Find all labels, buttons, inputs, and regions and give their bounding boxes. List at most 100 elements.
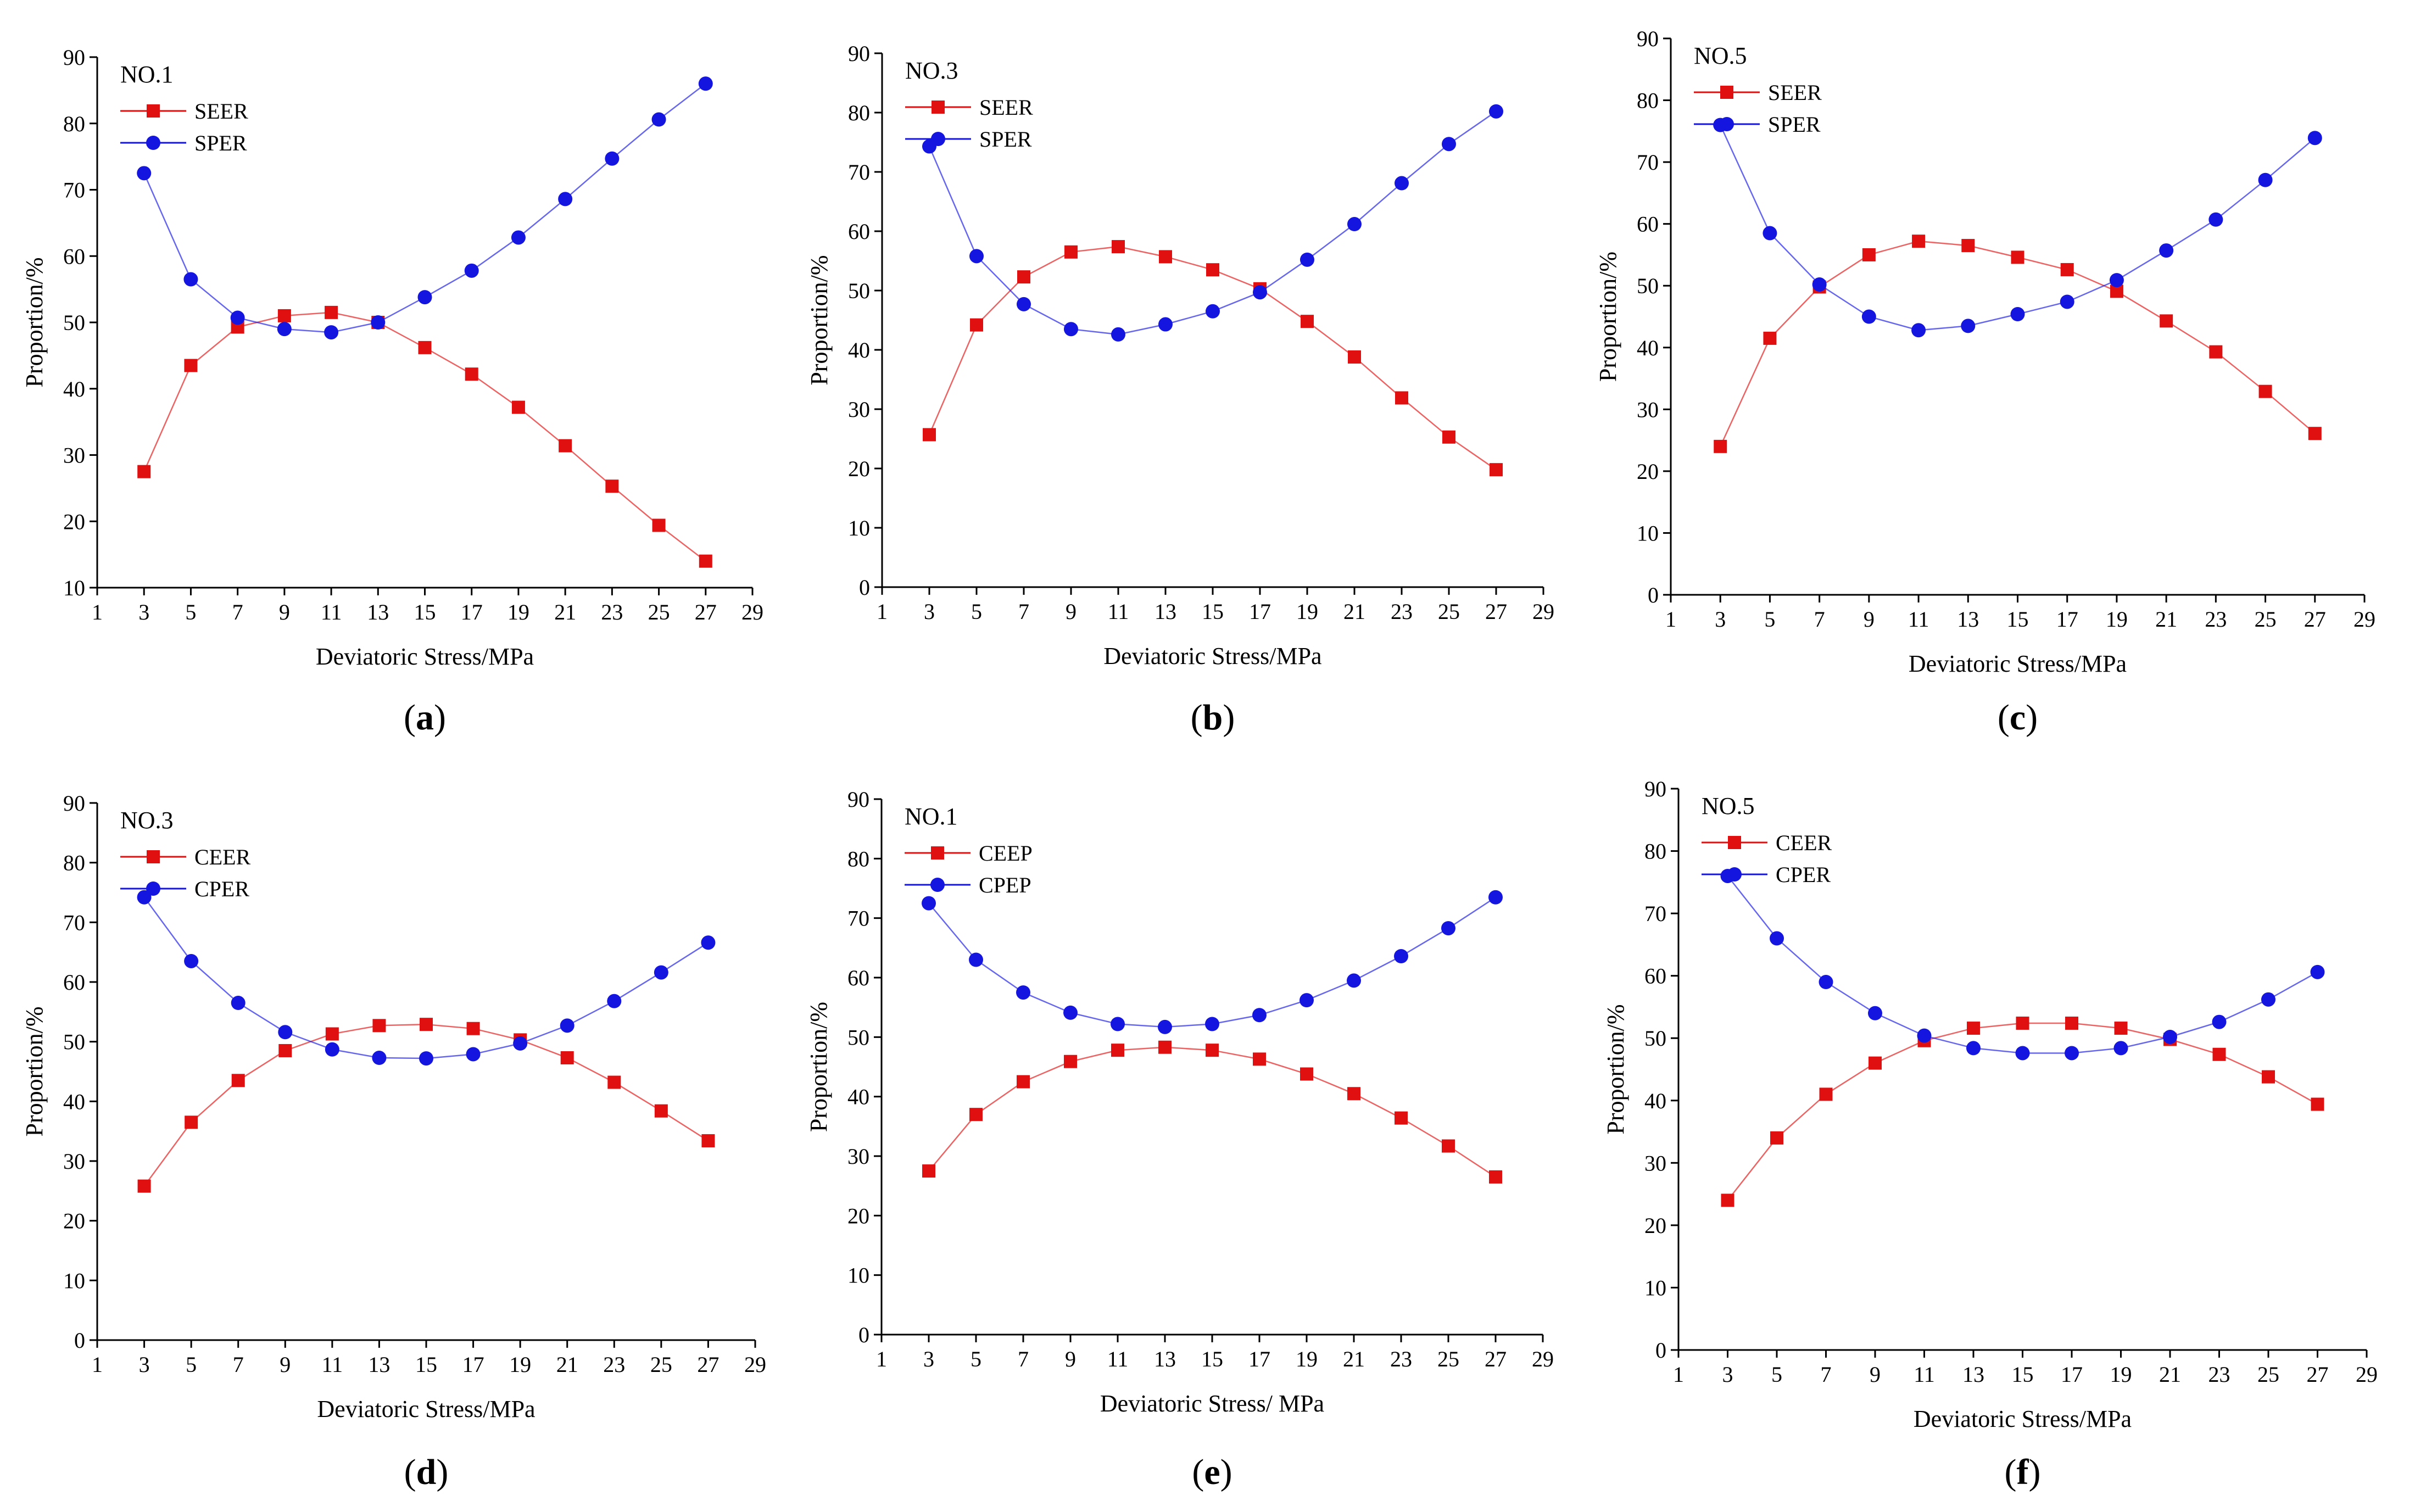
x-tick-label: 19 [2110,1362,2132,1387]
data-point-cper [2163,1029,2177,1044]
data-point-ceer [1721,1193,1734,1207]
data-point-cper [325,1042,339,1057]
x-tick-label: 15 [2012,1362,2034,1387]
x-tick-label: 1 [1665,607,1676,632]
data-point-seer [1714,439,1727,453]
x-tick-label: 3 [1722,1362,1733,1387]
x-tick-label: 19 [507,600,529,624]
data-point-sper [1111,327,1125,342]
panel-caption-letter: d [416,1452,437,1492]
x-tick-label: 17 [2061,1362,2083,1387]
x-tick-label: 5 [186,1352,197,1377]
data-point-cper [2015,1046,2030,1061]
data-point-cper [1868,1006,1882,1020]
data-point-sper [183,272,198,287]
data-point-cpep [1252,1008,1267,1023]
data-point-seer [1301,315,1314,328]
data-point-ceep [1158,1040,1172,1054]
data-point-ceep [1347,1087,1360,1101]
data-point-ceep [1064,1055,1077,1068]
y-tick-label: 80 [1637,88,1659,113]
y-tick-label: 30 [847,1144,869,1169]
panel-identifier: NO.5 [1702,793,1755,819]
x-tick-label: 7 [233,1352,244,1377]
x-tick-label: 25 [650,1352,672,1377]
panel-identifier: NO.3 [905,57,958,84]
data-point-seer [1017,270,1030,284]
x-axis-title: Deviatoric Stress/MPa [316,643,534,670]
data-point-cpep [1205,1017,1219,1031]
data-point-cpep [1299,993,1314,1008]
data-point-ceer [654,1104,668,1118]
data-point-ceer [2065,1016,2078,1030]
data-point-cper [466,1047,481,1062]
data-point-ceep [1206,1044,1219,1057]
y-tick-label: 40 [63,377,85,401]
x-tick-label: 23 [2208,1362,2230,1387]
y-tick-label: 0 [1648,583,1659,607]
data-point-cper [654,965,668,980]
data-point-ceer [701,1134,715,1148]
data-point-seer [2258,384,2272,398]
x-tick-label: 7 [1821,1362,1832,1387]
data-point-sper [1489,104,1503,119]
data-point-cper [1917,1028,1932,1043]
data-point-cpep [1347,973,1361,988]
data-point-sper [2060,294,2074,309]
panel-identifier: NO.1 [905,803,958,830]
x-tick-label: 29 [2353,607,2375,632]
x-axis-title: Deviatoric Stress/MPa [1103,643,1321,669]
data-point-cpep [1016,985,1030,1000]
x-tick-label: 7 [232,600,243,624]
data-point-ceer [1967,1022,1980,1035]
y-tick-label: 20 [1644,1213,1666,1238]
x-tick-label: 5 [1771,1362,1782,1387]
x-tick-label: 9 [1065,1347,1076,1371]
data-point-sper [558,192,573,207]
legend-label-seer: SEER [1768,80,1822,105]
data-point-sper [969,249,984,264]
x-tick-label: 29 [1532,599,1554,624]
data-point-sper [417,290,432,305]
y-tick-label: 20 [847,1203,869,1228]
y-axis-title: Proportion/% [1594,252,1621,382]
x-tick-label: 23 [1391,599,1413,624]
series-line-ceer [143,1023,709,1187]
x-tick-label: 17 [461,600,483,624]
data-point-cper [231,996,246,1011]
x-tick-label: 23 [2205,607,2227,632]
y-tick-label: 10 [1637,521,1659,545]
panel-caption-letter: c [2010,698,2026,738]
y-tick-label: 40 [1637,336,1659,360]
x-axis-title: Deviatoric Stress/ MPa [1100,1390,1324,1417]
data-point-ceep [1300,1067,1313,1081]
x-tick-label: 3 [1715,607,1726,632]
legend-marker-sper [146,136,160,150]
y-tick-label: 30 [63,1149,85,1174]
panel-caption-letter: b [1203,698,1223,738]
panel-identifier: NO.1 [120,61,174,88]
data-point-ceer [607,1075,621,1089]
x-tick-label: 9 [1864,607,1875,632]
legend-marker-seer [932,101,945,114]
legend-label-cper: CPER [1776,862,1831,887]
data-point-cper [1819,975,1833,990]
x-tick-label: 25 [1438,599,1460,624]
y-tick-label: 0 [858,1323,869,1347]
x-tick-label: 19 [1296,1347,1318,1371]
series-line-cper [143,896,709,1059]
data-point-seer [1763,331,1777,345]
panel-caption: (c) [1998,698,2038,738]
x-tick-label: 27 [1485,1347,1507,1371]
panel-caption: (f) [2005,1452,2041,1492]
data-point-ceep [1395,1111,1408,1125]
data-point-sper [277,322,292,337]
panel-caption: (b) [1191,698,1235,738]
x-tick-label: 13 [1962,1362,1984,1387]
y-tick-label: 80 [63,111,85,136]
data-point-seer [1206,263,1219,277]
data-point-ceer [185,1115,198,1129]
